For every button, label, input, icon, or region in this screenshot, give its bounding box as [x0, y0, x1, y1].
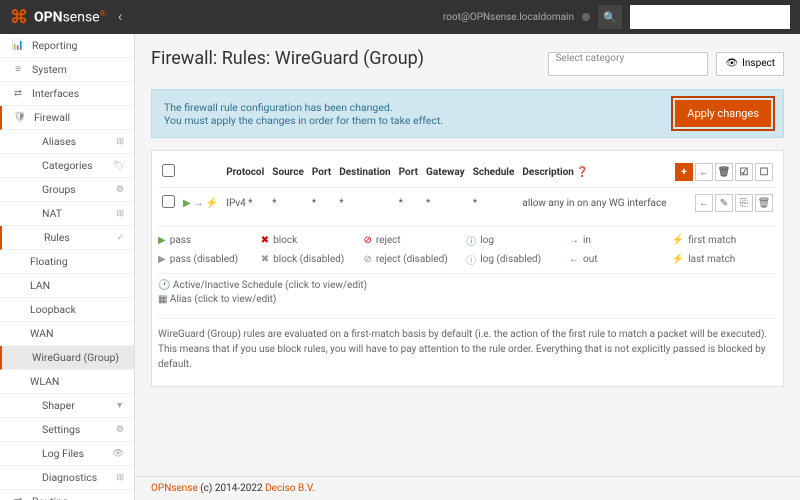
top-bar: ⌘ OPNsense® ‹ root@OPNsense.localdomain …: [0, 0, 800, 34]
footer-link[interactable]: Deciso B.V.: [265, 483, 315, 494]
nav-system[interactable]: ≡System: [0, 58, 134, 82]
nav-shaper[interactable]: Shaper▼: [0, 394, 134, 418]
search-button[interactable]: 🔍: [598, 5, 622, 29]
pass-icon: ▶: [183, 198, 191, 209]
nav-settings[interactable]: Settings⚙: [0, 418, 134, 442]
nav-wireguard-group-[interactable]: WireGuard (Group): [0, 346, 134, 370]
search-input[interactable]: [630, 5, 790, 29]
toggle-icon[interactable]: ☑: [735, 163, 753, 181]
status-dot: [582, 13, 590, 21]
delete-icon[interactable]: 🗑: [755, 194, 773, 212]
nav-floating[interactable]: Floating: [0, 250, 134, 274]
nav-log-files[interactable]: Log Files👁: [0, 442, 134, 466]
nav-groups[interactable]: Groups⚙: [0, 178, 134, 202]
nav-rules[interactable]: Rules✓: [0, 226, 134, 250]
move-left-icon[interactable]: ←: [695, 194, 713, 212]
back-button[interactable]: ‹: [118, 9, 122, 25]
select-all-checkbox[interactable]: [162, 164, 175, 177]
rules-note: WireGuard (Group) rules are evaluated on…: [158, 318, 777, 380]
nav-categories[interactable]: Categories🏷: [0, 154, 134, 178]
sel-icon[interactable]: ☐: [755, 163, 773, 181]
schedule-legend[interactable]: 🕐 Active/Inactive Schedule (click to vie…: [158, 280, 777, 291]
add-icon[interactable]: +: [675, 163, 693, 181]
logo-icon: ⌘: [10, 7, 28, 28]
nav-reporting[interactable]: 📊Reporting: [0, 34, 134, 58]
apply-changes-button[interactable]: Apply changes: [675, 100, 771, 127]
rule-checkbox[interactable]: [162, 195, 175, 208]
content: Firewall: Rules: WireGuard (Group) Selec…: [135, 34, 800, 500]
first-icon: ⚡: [206, 198, 218, 209]
nav-lan[interactable]: LAN: [0, 274, 134, 298]
category-select[interactable]: Select category: [548, 52, 708, 76]
clone-icon[interactable]: ⎘: [735, 194, 753, 212]
nav-routing[interactable]: ⇉Routing: [0, 490, 134, 500]
alert-changes: The firewall rule configuration has been…: [151, 89, 784, 138]
nav-aliases[interactable]: Aliases⊞: [0, 130, 134, 154]
in-icon: →: [193, 198, 203, 209]
hostname: root@OPNsense.localdomain: [443, 12, 574, 23]
nav-diagnostics[interactable]: Diagnostics⊞: [0, 466, 134, 490]
nav-nat[interactable]: NAT⊞: [0, 202, 134, 226]
alias-legend[interactable]: ▦ Alias (click to view/edit): [158, 294, 777, 305]
sidebar: 📊Reporting≡System⇄Interfaces🛡FirewallAli…: [0, 34, 135, 500]
eye-icon: 👁: [725, 58, 738, 69]
rule-row[interactable]: ▶ → ⚡ IPv4 * * * * * * * allow any in on…: [158, 188, 777, 219]
inspect-button[interactable]: 👁Inspect: [716, 52, 784, 76]
nav-interfaces[interactable]: ⇄Interfaces: [0, 82, 134, 106]
nav-firewall[interactable]: 🛡Firewall: [0, 106, 134, 130]
footer-brand[interactable]: OPNsense: [151, 483, 198, 494]
nav-wlan[interactable]: WLAN: [0, 370, 134, 394]
nav-loopback[interactable]: Loopback: [0, 298, 134, 322]
rules-table: ProtocolSourcePortDestinationPortGateway…: [151, 150, 784, 387]
footer: OPNsense (c) 2014-2022 Deciso B.V.: [135, 476, 800, 500]
logo-text: OPNsense®: [34, 9, 106, 26]
nav-wan[interactable]: WAN: [0, 322, 134, 346]
edit-icon[interactable]: ✎: [715, 194, 733, 212]
page-title: Firewall: Rules: WireGuard (Group): [151, 48, 548, 69]
delete-all-icon[interactable]: 🗑: [715, 163, 733, 181]
move-icon[interactable]: ←: [695, 163, 713, 181]
logo[interactable]: ⌘ OPNsense®: [10, 7, 106, 28]
